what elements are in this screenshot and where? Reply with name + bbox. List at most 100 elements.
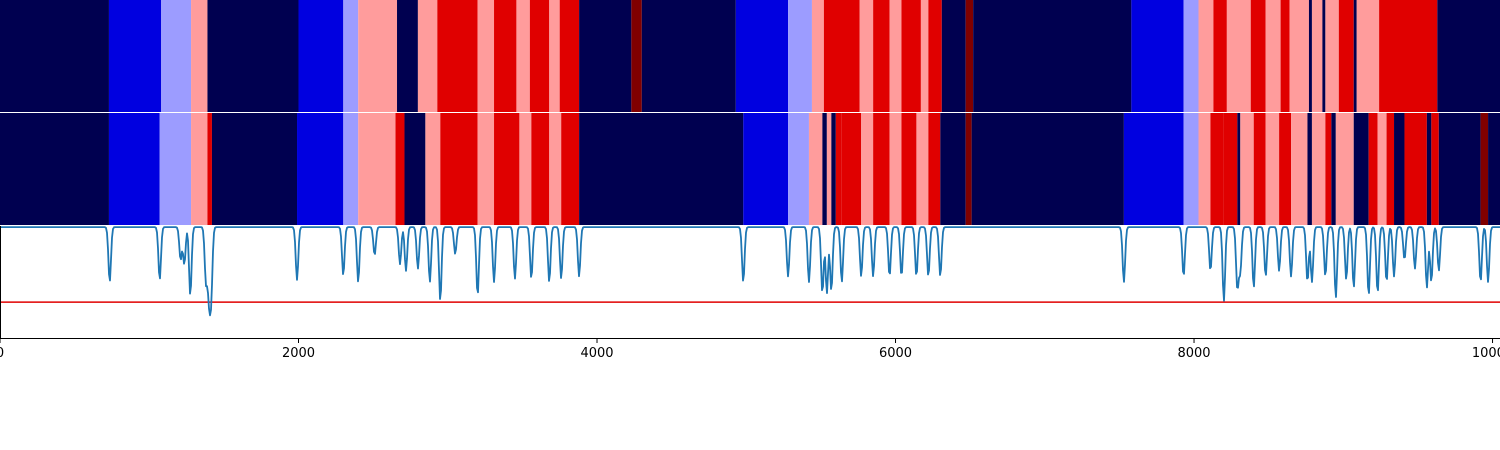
x-axis: 0 2000 4000 6000 8000 10000 — [0, 338, 1500, 361]
segment-row2-5 — [211, 113, 298, 225]
segment-row2-24 — [826, 113, 832, 225]
segment-row1-48 — [1356, 0, 1380, 112]
segment-row2-23 — [822, 113, 827, 225]
segment-row2-41 — [1223, 113, 1238, 225]
label-row-1 — [0, 0, 1500, 112]
segment-row1-14 — [529, 0, 550, 112]
segment-row1-16 — [559, 0, 580, 112]
segment-row2-14 — [494, 113, 520, 225]
segment-row2-44 — [1253, 113, 1266, 225]
segment-row2-48 — [1307, 113, 1312, 225]
segment-row2-11 — [425, 113, 441, 225]
segment-row1-36 — [1213, 0, 1227, 112]
segment-row1-47 — [1353, 0, 1357, 112]
x-tick-label-4000: 4000 — [580, 346, 613, 361]
segment-row1-46 — [1338, 0, 1354, 112]
segment-row1-9 — [417, 0, 438, 112]
segment-row1-23 — [823, 0, 860, 112]
segment-row1-19 — [641, 0, 736, 112]
segment-row1-2 — [161, 0, 192, 112]
segment-row2-43 — [1240, 113, 1254, 225]
segment-row2-33 — [928, 113, 941, 225]
segment-row2-57 — [1394, 113, 1405, 225]
segment-row1-18 — [631, 0, 642, 112]
segment-row1-20 — [735, 0, 789, 112]
segment-row1-25 — [873, 0, 890, 112]
segment-row2-42 — [1237, 113, 1241, 225]
segment-row2-0 — [0, 113, 109, 225]
label-rows — [0, 0, 1500, 225]
x-tick-label-0: 0 — [0, 346, 4, 361]
segment-row2-59 — [1426, 113, 1432, 225]
segment-row2-4 — [207, 113, 212, 225]
x-tick-label-8000: 8000 — [1177, 346, 1210, 361]
segment-row1-17 — [579, 0, 632, 112]
segment-row1-7 — [358, 0, 398, 112]
segment-row2-63 — [1488, 113, 1500, 225]
segment-row2-34 — [940, 113, 966, 225]
segment-row2-53 — [1353, 113, 1369, 225]
segment-row1-6 — [343, 0, 359, 112]
segment-row2-10 — [404, 113, 426, 225]
segment-row2-38 — [1183, 113, 1199, 225]
segment-row2-8 — [358, 113, 396, 225]
segment-row2-27 — [841, 113, 862, 225]
segment-row2-51 — [1331, 113, 1336, 225]
segment-row1-4 — [207, 0, 299, 112]
segment-row1-38 — [1250, 0, 1266, 112]
segment-row2-40 — [1210, 113, 1224, 225]
segment-row1-27 — [901, 0, 921, 112]
segment-row2-55 — [1377, 113, 1387, 225]
segment-row1-1 — [108, 0, 162, 112]
segment-row2-56 — [1386, 113, 1395, 225]
x-tick-label-2000: 2000 — [282, 346, 315, 361]
segment-row2-45 — [1265, 113, 1280, 225]
segment-row1-24 — [859, 0, 874, 112]
segment-row2-7 — [343, 113, 359, 225]
segment-row1-45 — [1325, 0, 1339, 112]
segment-row1-33 — [1131, 0, 1184, 112]
line-panel — [0, 226, 1500, 339]
segment-row2-36 — [971, 113, 1124, 225]
segment-row2-1 — [108, 113, 160, 225]
segment-row2-32 — [916, 113, 929, 225]
segment-row2-12 — [440, 113, 478, 225]
segment-row2-15 — [519, 113, 532, 225]
segment-row2-47 — [1291, 113, 1308, 225]
segment-row1-15 — [549, 0, 560, 112]
label-row-2 — [0, 113, 1500, 225]
segment-row2-46 — [1279, 113, 1292, 225]
segment-row1-28 — [920, 0, 929, 112]
segment-row1-8 — [397, 0, 418, 112]
segment-row2-50 — [1325, 113, 1332, 225]
segment-row2-3 — [191, 113, 208, 225]
segment-row2-52 — [1335, 113, 1354, 225]
segment-row1-22 — [811, 0, 824, 112]
segment-row2-58 — [1404, 113, 1427, 225]
segment-row1-29 — [928, 0, 942, 112]
segment-row2-22 — [808, 113, 823, 225]
x-tick-label-6000: 6000 — [879, 346, 912, 361]
segment-row1-11 — [477, 0, 495, 112]
segment-row2-26 — [835, 113, 842, 225]
segment-row2-62 — [1480, 113, 1489, 225]
segment-row2-20 — [743, 113, 789, 225]
segment-row1-30 — [941, 0, 966, 112]
segment-row1-50 — [1437, 0, 1500, 112]
segment-row1-49 — [1379, 0, 1438, 112]
segment-row2-25 — [831, 113, 836, 225]
line-panel-bg — [0, 226, 1500, 338]
segment-row2-49 — [1311, 113, 1326, 225]
segment-row1-5 — [298, 0, 344, 112]
segment-row1-21 — [788, 0, 812, 112]
segment-row2-54 — [1368, 113, 1378, 225]
segment-row1-37 — [1226, 0, 1251, 112]
segment-row2-28 — [861, 113, 874, 225]
segment-row2-37 — [1123, 113, 1184, 225]
segment-row1-26 — [889, 0, 902, 112]
segment-row2-6 — [297, 113, 344, 225]
segment-row1-35 — [1198, 0, 1214, 112]
segment-row1-0 — [0, 0, 109, 112]
segment-row2-2 — [159, 113, 192, 225]
